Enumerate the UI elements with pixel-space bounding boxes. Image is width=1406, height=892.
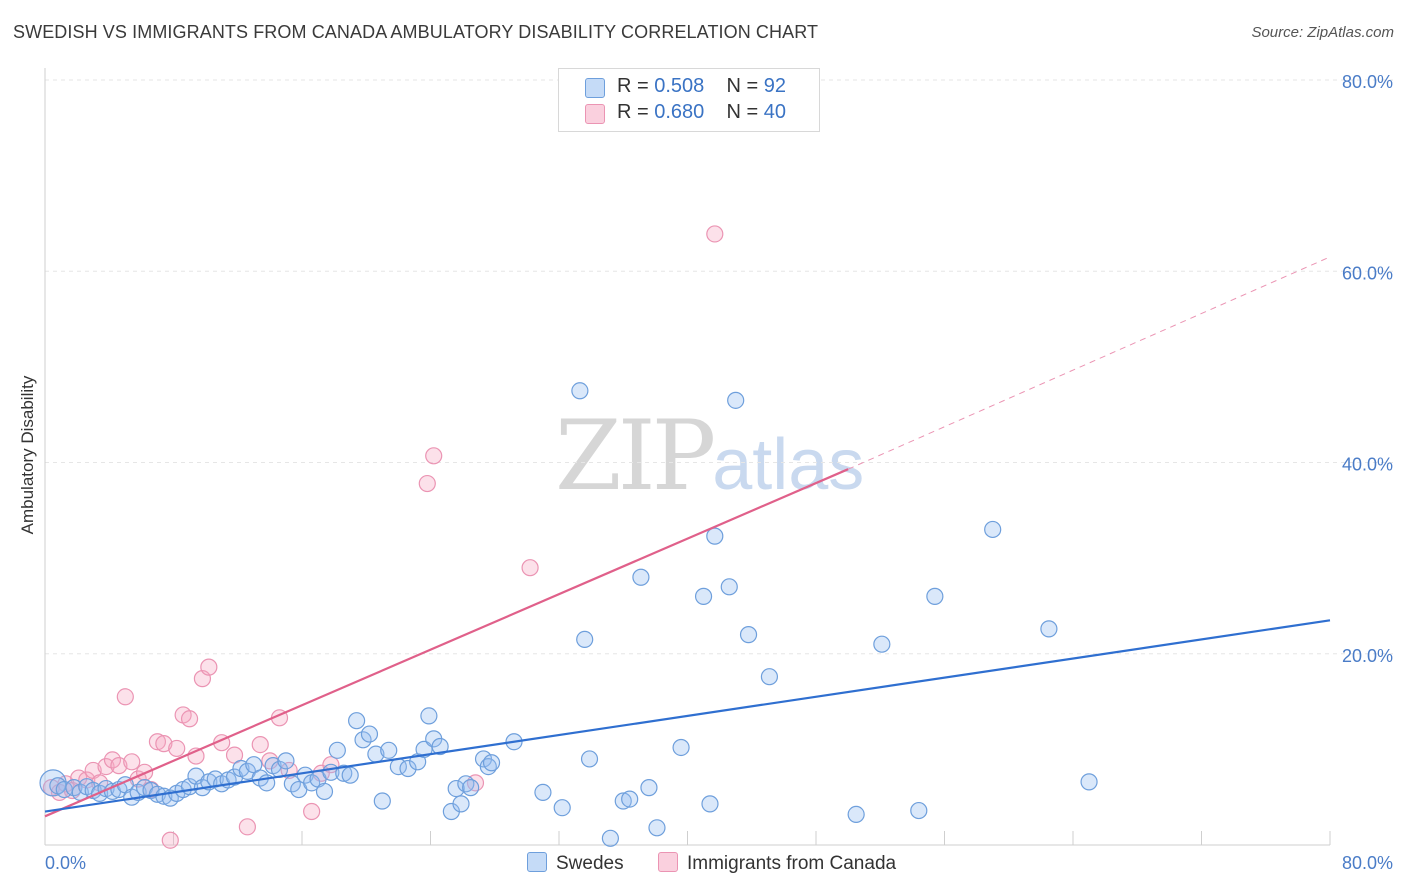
point-swedes xyxy=(328,741,346,759)
point-swedes xyxy=(447,779,465,798)
point-swedes xyxy=(632,568,650,586)
points-immigrants-from-canada xyxy=(42,225,724,849)
point-swedes xyxy=(534,783,552,802)
legend-n-label: N = xyxy=(726,75,759,97)
bottom-legend-swedes: Swedes xyxy=(527,852,624,875)
point-immigrants xyxy=(103,751,122,769)
point-swedes xyxy=(354,731,372,749)
point-swedes xyxy=(576,630,594,649)
point-immigrants xyxy=(155,735,173,753)
point-swedes xyxy=(739,626,758,644)
point-immigrants xyxy=(161,831,179,849)
x-tick-label-min: 0.0% xyxy=(45,853,86,873)
point-swedes xyxy=(648,819,666,837)
point-swedes xyxy=(760,668,779,686)
point-swedes xyxy=(360,725,379,743)
y-tick-label: 80.0% xyxy=(1342,72,1393,92)
point-immigrants xyxy=(251,735,269,754)
point-swedes xyxy=(984,520,1002,539)
x-tick-label-max: 80.0% xyxy=(1342,853,1393,873)
point-immigrants xyxy=(97,757,115,776)
point-swedes xyxy=(335,764,353,782)
y-tick-label: 40.0% xyxy=(1342,455,1393,475)
point-swedes xyxy=(571,382,589,400)
bottom-legend-swatch-swedes xyxy=(527,852,547,872)
point-immigrants xyxy=(418,474,436,493)
point-swedes xyxy=(431,737,449,756)
point-immigrants xyxy=(200,658,218,676)
point-swedes xyxy=(399,759,417,778)
point-immigrants xyxy=(238,818,256,836)
point-swedes xyxy=(672,738,690,757)
correlation-legend: R = 0.508 N = 92 R = 0.680 N = 40 xyxy=(558,68,820,132)
legend-n-value-swedes: 92 xyxy=(763,75,787,97)
tick-labels: 20.0% 40.0% 60.0% 80.0% 0.0% 80.0% xyxy=(45,72,1393,873)
point-swedes xyxy=(720,578,738,596)
legend-r-label: R = xyxy=(617,101,649,123)
point-swedes xyxy=(373,792,391,810)
axes xyxy=(44,68,1331,846)
point-immigrants xyxy=(180,710,199,728)
bottom-legend-label-swedes: Swedes xyxy=(556,853,624,874)
point-swedes xyxy=(341,766,359,784)
point-swedes xyxy=(580,750,599,768)
trend-extension-immigrants xyxy=(847,256,1331,470)
legend-r-label: R = xyxy=(617,75,649,97)
y-tick-label: 20.0% xyxy=(1342,646,1393,666)
bottom-legend-swatch-immigrants xyxy=(658,852,678,872)
point-swedes xyxy=(553,799,571,817)
bottom-legend-label-immigrants: Immigrants from Canada xyxy=(687,853,897,874)
point-swedes xyxy=(482,754,501,772)
legend-n-label: N = xyxy=(726,101,759,123)
point-immigrants xyxy=(521,559,539,577)
source-label: Source: ZipAtlas.com xyxy=(1251,24,1394,41)
legend-r-value-immigrants: 0.680 xyxy=(654,101,705,123)
gridlines xyxy=(45,79,1395,655)
point-immigrants xyxy=(116,688,134,706)
legend-r-value-swedes: 0.508 xyxy=(654,75,705,97)
point-immigrants xyxy=(110,757,128,775)
point-swedes xyxy=(315,782,334,801)
trend-line-immigrants xyxy=(44,468,849,818)
point-swedes xyxy=(694,587,713,605)
point-swedes xyxy=(926,587,944,605)
point-swedes xyxy=(39,769,67,797)
trend-lines xyxy=(44,256,1331,818)
trend-line-swedes xyxy=(44,619,1331,813)
bottom-legend-immigrants: Immigrants from Canada xyxy=(658,852,896,875)
point-immigrants xyxy=(706,225,724,243)
point-swedes xyxy=(1040,620,1058,638)
legend-swatch-immigrants xyxy=(585,104,605,124)
point-swedes xyxy=(847,805,865,824)
point-swedes xyxy=(277,752,295,770)
point-swedes xyxy=(462,779,480,797)
point-swedes xyxy=(601,829,620,847)
point-swedes xyxy=(420,707,438,725)
legend-swatch-swedes xyxy=(585,78,605,98)
point-swedes xyxy=(380,741,398,759)
point-swedes xyxy=(873,635,891,653)
chart-title: SWEDISH VS IMMIGRANTS FROM CANADA AMBULA… xyxy=(13,22,819,42)
legend-n-value-immigrants: 40 xyxy=(763,101,787,123)
point-swedes xyxy=(348,712,366,730)
point-swedes xyxy=(1080,773,1098,791)
point-immigrants xyxy=(148,733,167,751)
point-swedes xyxy=(614,792,632,810)
point-swedes xyxy=(640,779,658,797)
point-swedes xyxy=(910,801,928,820)
point-swedes xyxy=(621,790,639,808)
points-swedes xyxy=(39,382,1098,847)
y-tick-label: 60.0% xyxy=(1342,263,1393,283)
point-immigrants xyxy=(425,447,443,465)
point-immigrants xyxy=(123,753,141,771)
point-swedes xyxy=(452,795,470,813)
point-swedes xyxy=(706,527,724,545)
point-immigrants xyxy=(303,802,321,821)
point-swedes xyxy=(701,795,719,813)
point-immigrants xyxy=(168,739,186,758)
point-swedes xyxy=(727,391,745,409)
